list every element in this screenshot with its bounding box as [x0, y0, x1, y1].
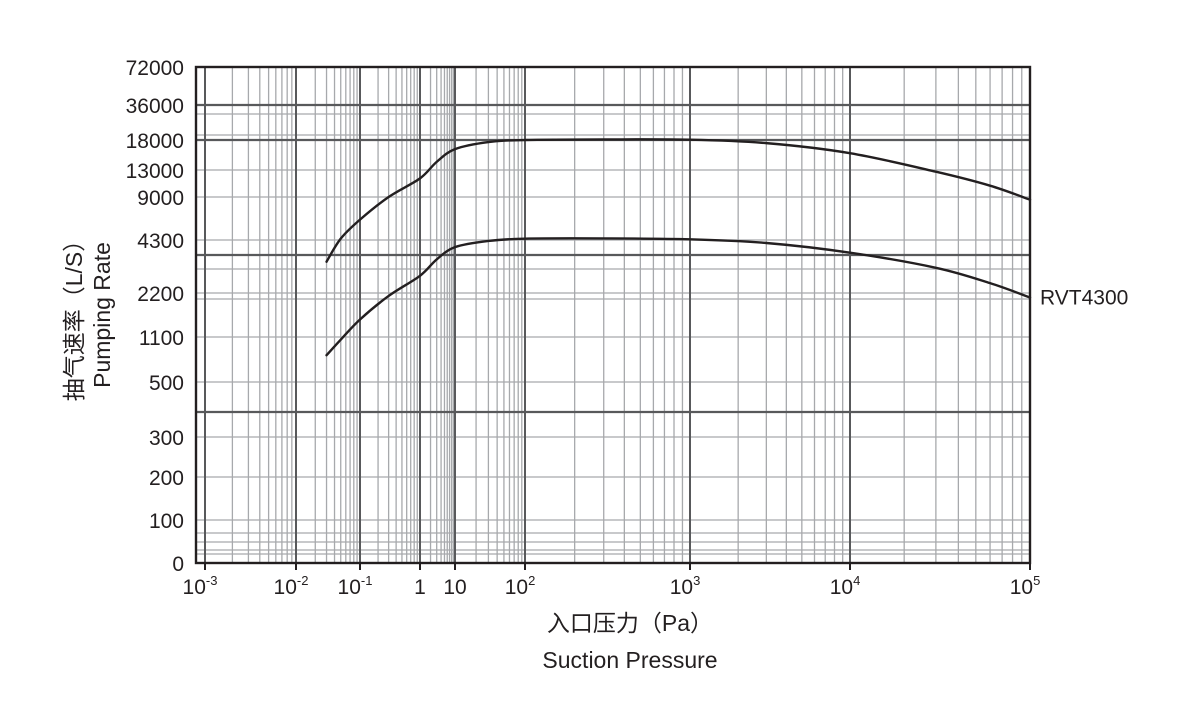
- svg-text:105: 105: [1010, 573, 1041, 599]
- x-tick-label: 10-1: [338, 573, 373, 599]
- svg-text:1: 1: [414, 576, 426, 599]
- x-tick-label: 104: [830, 573, 861, 599]
- y-axis-title-en: Pumping Rate: [89, 242, 115, 388]
- series-curve-upper-curve: [325, 138, 1032, 263]
- svg-text:10-3: 10-3: [183, 573, 218, 599]
- y-tick-label: 500: [149, 372, 184, 395]
- x-tick-label: 102: [505, 573, 536, 599]
- y-tick-label: 2200: [137, 283, 184, 306]
- x-axis-ticks: [204, 563, 1031, 570]
- svg-text:103: 103: [670, 573, 701, 599]
- y-tick-label: 18000: [126, 130, 184, 153]
- x-axis-title-en: Suction Pressure: [542, 647, 717, 673]
- plot-border: [194, 65, 1032, 565]
- data-series-layer: [325, 138, 1032, 357]
- series-curve-lower-curve: [325, 237, 1032, 357]
- y-axis-title: 抽气速率（L/S） Pumping Rate: [61, 229, 115, 402]
- grid-major-horizontal: [196, 103, 1030, 414]
- y-tick-label: 300: [149, 427, 184, 450]
- y-tick-label: 1100: [139, 327, 184, 350]
- y-axis-tick-labels: 72000 36000 18000 13000 9000 4300 2200 1100 500 3…: [126, 57, 184, 576]
- grid-minor-horizontal: [196, 113, 1030, 555]
- y-tick-label: 4300: [137, 230, 184, 253]
- x-tick-label: 10-2: [274, 573, 309, 599]
- series-annotation-labels: RVT4300: [1040, 286, 1128, 309]
- plot-frame: [194, 65, 1032, 565]
- series-label-rvt4300: RVT4300: [1040, 286, 1128, 309]
- x-tick-label: 103: [670, 573, 701, 599]
- svg-text:102: 102: [505, 573, 536, 599]
- y-tick-label: 13000: [126, 160, 184, 183]
- x-tick-label: 105: [1010, 573, 1041, 599]
- y-tick-label: 0: [172, 553, 184, 576]
- x-axis-title-cn: 入口压力（Pa）: [547, 610, 713, 636]
- y-tick-label: 9000: [137, 187, 184, 210]
- y-tick-label: 200: [149, 467, 184, 490]
- svg-text:10-2: 10-2: [274, 573, 309, 599]
- y-tick-label: 72000: [126, 57, 184, 80]
- x-axis-title: 入口压力（Pa） Suction Pressure: [542, 610, 717, 673]
- svg-text:104: 104: [830, 573, 861, 599]
- svg-text:10: 10: [443, 576, 466, 599]
- svg-text:10-1: 10-1: [338, 573, 373, 599]
- grid-minor-vertical: [231, 67, 1023, 563]
- x-tick-label: 10: [443, 576, 466, 599]
- y-axis-title-cn: 抽气速率（L/S）: [61, 229, 87, 402]
- grid-major-vertical: [204, 67, 851, 563]
- y-tick-label: 100: [149, 510, 184, 533]
- x-tick-label: 10-3: [183, 573, 218, 599]
- x-tick-label: 1: [414, 576, 426, 599]
- x-axis-tick-labels: 10-3 10-2 10-1 1 10 102 103 104 105: [183, 573, 1041, 599]
- y-tick-label: 36000: [126, 95, 184, 118]
